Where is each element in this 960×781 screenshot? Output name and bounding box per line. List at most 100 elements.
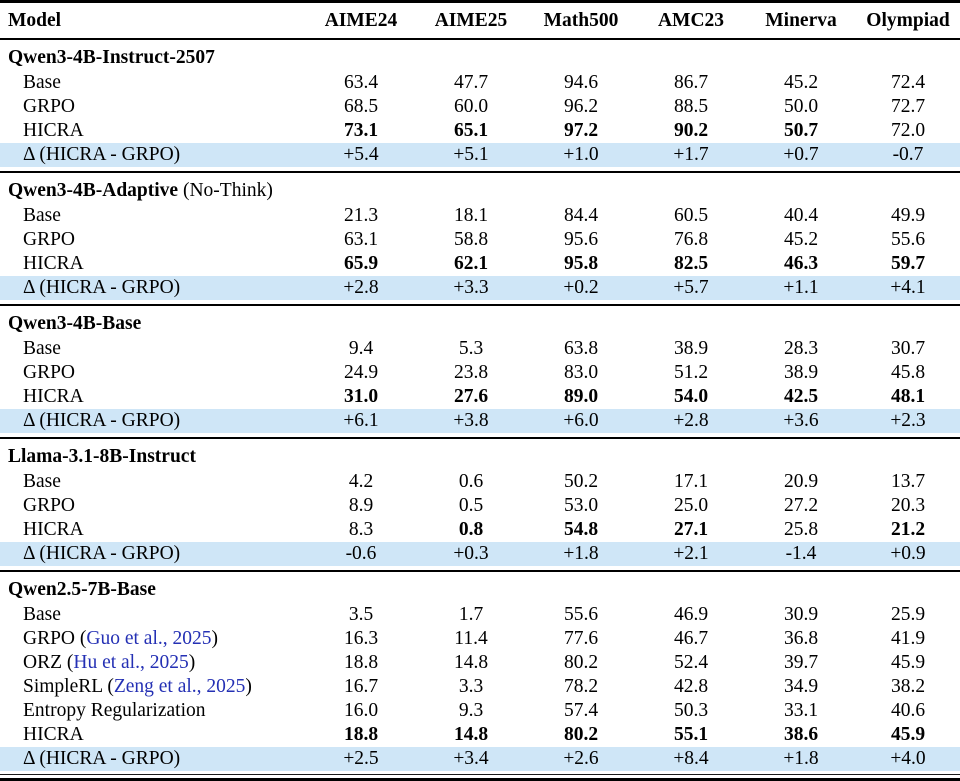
- metric-value: 8.3: [348, 519, 374, 540]
- metric-value: 41.9: [890, 628, 926, 649]
- metric-value: 0.8: [458, 519, 484, 540]
- delta-row-qwen3-4b-instruct-2507: Δ (HICRA - GRPO) +5.4 +5.1 +1.0 +1.7 +0.7 -0.7: [0, 143, 960, 167]
- metric-value: 73.1: [343, 120, 379, 141]
- metric-value: 54.0: [673, 386, 709, 407]
- row-label: HICRA: [23, 120, 84, 141]
- delta-value: +0.3: [416, 542, 526, 566]
- metric-value: 23.8: [453, 362, 489, 383]
- row-label: Base: [23, 72, 61, 93]
- delta-value: +8.4: [636, 747, 746, 771]
- row-label: GRPO (Guo et al., 2025): [23, 628, 219, 649]
- metric-value: 50.7: [783, 120, 819, 141]
- metric-value: 65.9: [343, 253, 379, 274]
- metric-value: 13.7: [890, 471, 926, 492]
- metric-value: 95.6: [563, 229, 599, 250]
- delta-value: +2.3: [856, 409, 960, 433]
- metric-value: 18.1: [453, 205, 489, 226]
- row-label: HICRA: [23, 519, 84, 540]
- table-header: Model AIME24 AIME25 Math500 AMC23 Minerv…: [0, 1, 960, 40]
- delta-value: +4.0: [856, 747, 960, 771]
- metric-value: 27.1: [673, 519, 709, 540]
- metric-value: 83.0: [563, 362, 599, 383]
- row-label: GRPO: [23, 362, 76, 383]
- citation-link[interactable]: Zeng et al., 2025: [113, 676, 246, 697]
- metric-value: 36.8: [783, 628, 819, 649]
- row-label: GRPO: [23, 229, 76, 250]
- metric-value: 94.6: [563, 72, 599, 93]
- metric-value: 54.8: [563, 519, 599, 540]
- metric-value: 20.9: [783, 471, 819, 492]
- section-separator-rule: [0, 167, 960, 173]
- metric-value: 88.5: [673, 96, 709, 117]
- metric-value: 76.8: [673, 229, 709, 250]
- metric-value: 3.3: [458, 676, 484, 697]
- metric-value: 65.1: [453, 120, 489, 141]
- metric-value: 0.5: [458, 495, 484, 516]
- metric-value: 16.7: [343, 676, 379, 697]
- table-footer: [0, 771, 960, 781]
- table-row-orz: ORZ (Hu et al., 2025) 18.8 14.8 80.2 52.4 39.…: [0, 651, 960, 675]
- section-separator-rule: [0, 433, 960, 439]
- metric-value: 31.0: [343, 386, 379, 407]
- table-row-hicra: HICRA 65.9 62.1 95.8 82.5 46.3 59.7: [0, 252, 960, 276]
- metric-value: 34.9: [783, 676, 819, 697]
- metric-value: 3.5: [348, 604, 374, 625]
- section-separator-rule: [0, 433, 960, 439]
- metric-value: 68.5: [343, 96, 379, 117]
- metric-value: 18.8: [343, 724, 379, 745]
- section-title: Qwen2.5-7B-Base: [0, 571, 960, 603]
- row-label: GRPO: [23, 96, 76, 117]
- metric-value: 72.0: [890, 120, 926, 141]
- metric-value: 96.2: [563, 96, 599, 117]
- row-label: Base: [23, 205, 61, 226]
- section-header-llama-3-1-8b-instruct: Llama-3.1-8B-Instruct: [0, 438, 960, 470]
- delta-row-llama-3-1-8b-instruct: Δ (HICRA - GRPO) -0.6 +0.3 +1.8 +2.1 -1.4 +0.9: [0, 542, 960, 566]
- section-title-suffix: (No-Think): [178, 180, 273, 201]
- metric-value: 40.4: [783, 205, 819, 226]
- metric-value: 55.1: [673, 724, 709, 745]
- metric-value: 18.8: [343, 652, 379, 673]
- delta-value: +4.1: [856, 276, 960, 300]
- metric-value: 72.7: [890, 96, 926, 117]
- delta-value: +1.0: [526, 143, 636, 167]
- metric-value: 42.8: [673, 676, 709, 697]
- metric-value: 11.4: [454, 628, 488, 649]
- column-header-minerva: Minerva: [746, 1, 856, 40]
- delta-value: -0.6: [306, 542, 416, 566]
- metric-value: 27.6: [453, 386, 489, 407]
- column-header-olympiad: Olympiad: [856, 1, 960, 40]
- metric-value: 14.8: [453, 724, 489, 745]
- row-label: GRPO: [23, 495, 76, 516]
- metric-value: 21.3: [343, 205, 379, 226]
- table-row-base: Base 3.5 1.7 55.6 46.9 30.9 25.9: [0, 603, 960, 627]
- row-label: ORZ (Hu et al., 2025): [23, 652, 196, 673]
- bottom-rule-thick: [0, 774, 960, 781]
- metric-value: 39.7: [783, 652, 819, 673]
- metric-value: 58.8: [453, 229, 489, 250]
- table-row-simplerl: SimpleRL (Zeng et al., 2025) 16.7 3.3 78.2 4…: [0, 675, 960, 699]
- delta-row-label: Δ (HICRA - GRPO): [0, 276, 306, 300]
- citation-link[interactable]: Hu et al., 2025: [73, 652, 189, 673]
- delta-value: +2.1: [636, 542, 746, 566]
- metric-value: 45.9: [890, 724, 926, 745]
- metric-value: 30.7: [890, 338, 926, 359]
- metric-value: 86.7: [673, 72, 709, 93]
- table-row-grpo: GRPO 24.9 23.8 83.0 51.2 38.9 45.8: [0, 361, 960, 385]
- delta-row-label: Δ (HICRA - GRPO): [0, 542, 306, 566]
- metric-value: 16.0: [343, 700, 379, 721]
- delta-row-qwen3-4b-adaptive: Δ (HICRA - GRPO) +2.8 +3.3 +0.2 +5.7 +1.1 +4.1: [0, 276, 960, 300]
- metric-value: 63.8: [563, 338, 599, 359]
- section-title: Qwen3-4B-Adaptive (No-Think): [0, 172, 960, 204]
- metric-value: 28.3: [783, 338, 819, 359]
- metric-value: 80.2: [563, 724, 599, 745]
- citation-link[interactable]: Guo et al., 2025: [86, 628, 212, 649]
- delta-value: +5.4: [306, 143, 416, 167]
- row-label: SimpleRL (Zeng et al., 2025): [23, 676, 252, 697]
- delta-row-qwen2-5-7b-base: Δ (HICRA - GRPO) +2.5 +3.4 +2.6 +8.4 +1.8 +4.0: [0, 747, 960, 771]
- delta-row-label: Δ (HICRA - GRPO): [0, 747, 306, 771]
- section-separator-rule: [0, 566, 960, 572]
- metric-value: 82.5: [673, 253, 709, 274]
- metric-value: 4.2: [348, 471, 374, 492]
- table-row-entropy-regularization: Entropy Regularization 16.0 9.3 57.4 50.3 33.…: [0, 699, 960, 723]
- delta-value: +1.8: [526, 542, 636, 566]
